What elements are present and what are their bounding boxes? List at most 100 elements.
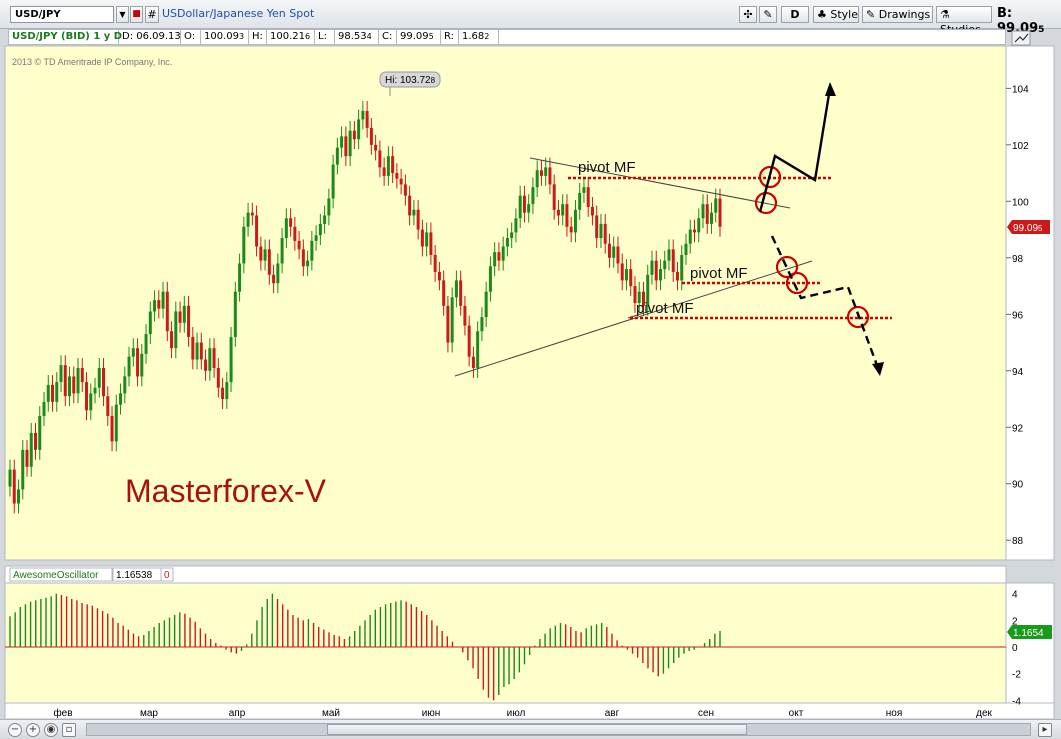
candle-body	[63, 365, 67, 397]
candle-body	[301, 249, 305, 267]
candle-body	[386, 156, 390, 176]
chart-settings-icon[interactable]	[1011, 30, 1031, 46]
candle-body	[76, 367, 80, 394]
candle-body	[276, 263, 280, 284]
candle-body	[182, 305, 186, 323]
candle-body	[29, 432, 33, 467]
time-scrollbar[interactable]	[86, 723, 1031, 736]
time-tick-label: ноя	[886, 708, 903, 719]
candle-body	[624, 269, 628, 281]
pencil-icon: ✎	[866, 8, 879, 21]
info-close: 99.095	[397, 30, 441, 44]
candle-body	[204, 359, 208, 371]
candle-body	[144, 334, 148, 354]
candle-body	[238, 263, 242, 292]
candle-body	[616, 246, 620, 264]
candle-body	[620, 263, 624, 281]
candle-body	[59, 365, 63, 383]
candle-body	[148, 311, 152, 335]
candle-body	[399, 178, 403, 185]
open-small: 3	[239, 32, 245, 41]
candle-body	[72, 376, 76, 394]
candle-body	[21, 449, 25, 490]
candle-body	[361, 110, 365, 120]
candle-body	[335, 147, 339, 165]
price-tick-label: 88	[1012, 536, 1024, 547]
studies-icon: ⚗	[940, 8, 950, 21]
oscillator-last-label: 1.1654	[1013, 628, 1044, 639]
candle-body	[187, 305, 191, 337]
candle-body	[442, 280, 446, 306]
candle-body	[259, 246, 263, 261]
price-tick-label: 92	[1012, 423, 1024, 434]
candle-body	[212, 348, 216, 368]
candle-body	[165, 291, 169, 332]
candle-body	[548, 167, 552, 185]
candle-body	[450, 297, 454, 343]
zoom-fit-icon[interactable]: ◉	[44, 723, 58, 737]
last-price-value: 99.09	[1013, 223, 1038, 234]
candle-body	[607, 243, 611, 258]
bearish-scenario-arrow	[770, 235, 884, 376]
candle-body	[369, 127, 373, 145]
time-tick-label: мар	[140, 708, 158, 719]
lower-trendline[interactable]	[454, 260, 813, 377]
symbol-dropdown-icon[interactable]: ▼	[116, 6, 129, 23]
wrench-icon[interactable]: ✎	[759, 6, 777, 23]
candle-body	[25, 449, 29, 467]
time-axis	[4, 702, 1055, 719]
candle-body	[263, 249, 267, 261]
candle-body	[382, 167, 386, 176]
candle-body	[650, 260, 654, 275]
pan-right-icon[interactable]: ▸	[1038, 723, 1052, 737]
candle-body	[216, 367, 220, 388]
candle-body	[692, 229, 696, 233]
style-button[interactable]: ♣ Style	[813, 6, 859, 23]
price-tick-label: 98	[1012, 254, 1024, 265]
candle-body	[544, 167, 548, 176]
zoom-in-icon[interactable]: +	[26, 723, 40, 737]
candle-body	[603, 223, 607, 244]
open-value: 100.09	[204, 31, 239, 42]
candle-body	[331, 164, 335, 199]
zoom-out-icon[interactable]: −	[8, 723, 22, 737]
candle-body	[612, 246, 616, 258]
candle-body	[565, 204, 569, 227]
candle-body	[497, 252, 501, 261]
candle-body	[102, 367, 106, 397]
candle-body	[590, 206, 594, 216]
candle-body	[178, 311, 182, 323]
last-price-label: 99.095	[1013, 223, 1043, 234]
candle-body	[225, 382, 229, 400]
candlestick-series	[8, 101, 722, 514]
close-small: 5	[428, 32, 434, 41]
candle-body	[510, 232, 514, 239]
upper-trendline[interactable]	[529, 157, 791, 209]
oscillator-value: 1.16538	[116, 570, 153, 581]
candle-body	[429, 232, 433, 255]
candle-body	[493, 252, 497, 267]
scrollbar-thumb[interactable]	[327, 724, 747, 735]
compare-icon[interactable]: ■	[130, 6, 143, 23]
price-chart[interactable]: 2013 © TD Ameritrade IP Company, Inc. 88…	[0, 0, 1061, 719]
period-button[interactable]: D	[781, 6, 809, 23]
candle-body	[569, 226, 573, 233]
candle-body	[680, 254, 684, 281]
price-tick-label: 96	[1012, 310, 1024, 321]
candle-body	[637, 291, 641, 303]
candle-body	[208, 348, 212, 371]
drawings-button[interactable]: ✎ Drawings	[862, 6, 933, 23]
price-tick-label: 94	[1012, 367, 1024, 378]
high-marker-label: Hi: 103.728	[385, 75, 436, 86]
symbol-input[interactable]: USD/JPY	[10, 6, 114, 23]
candle-body	[718, 198, 722, 227]
zoom-reset-icon[interactable]: ▫	[62, 723, 76, 737]
crosshair-icon[interactable]: ✣	[739, 6, 757, 23]
info-low-label: L:	[315, 30, 335, 44]
candle-body	[522, 195, 526, 213]
hash-button[interactable]: #	[145, 6, 159, 23]
candle-body	[344, 136, 348, 157]
candle-body	[280, 238, 284, 264]
candle-body	[348, 130, 352, 157]
oscillator-name-cell[interactable]	[9, 567, 113, 582]
